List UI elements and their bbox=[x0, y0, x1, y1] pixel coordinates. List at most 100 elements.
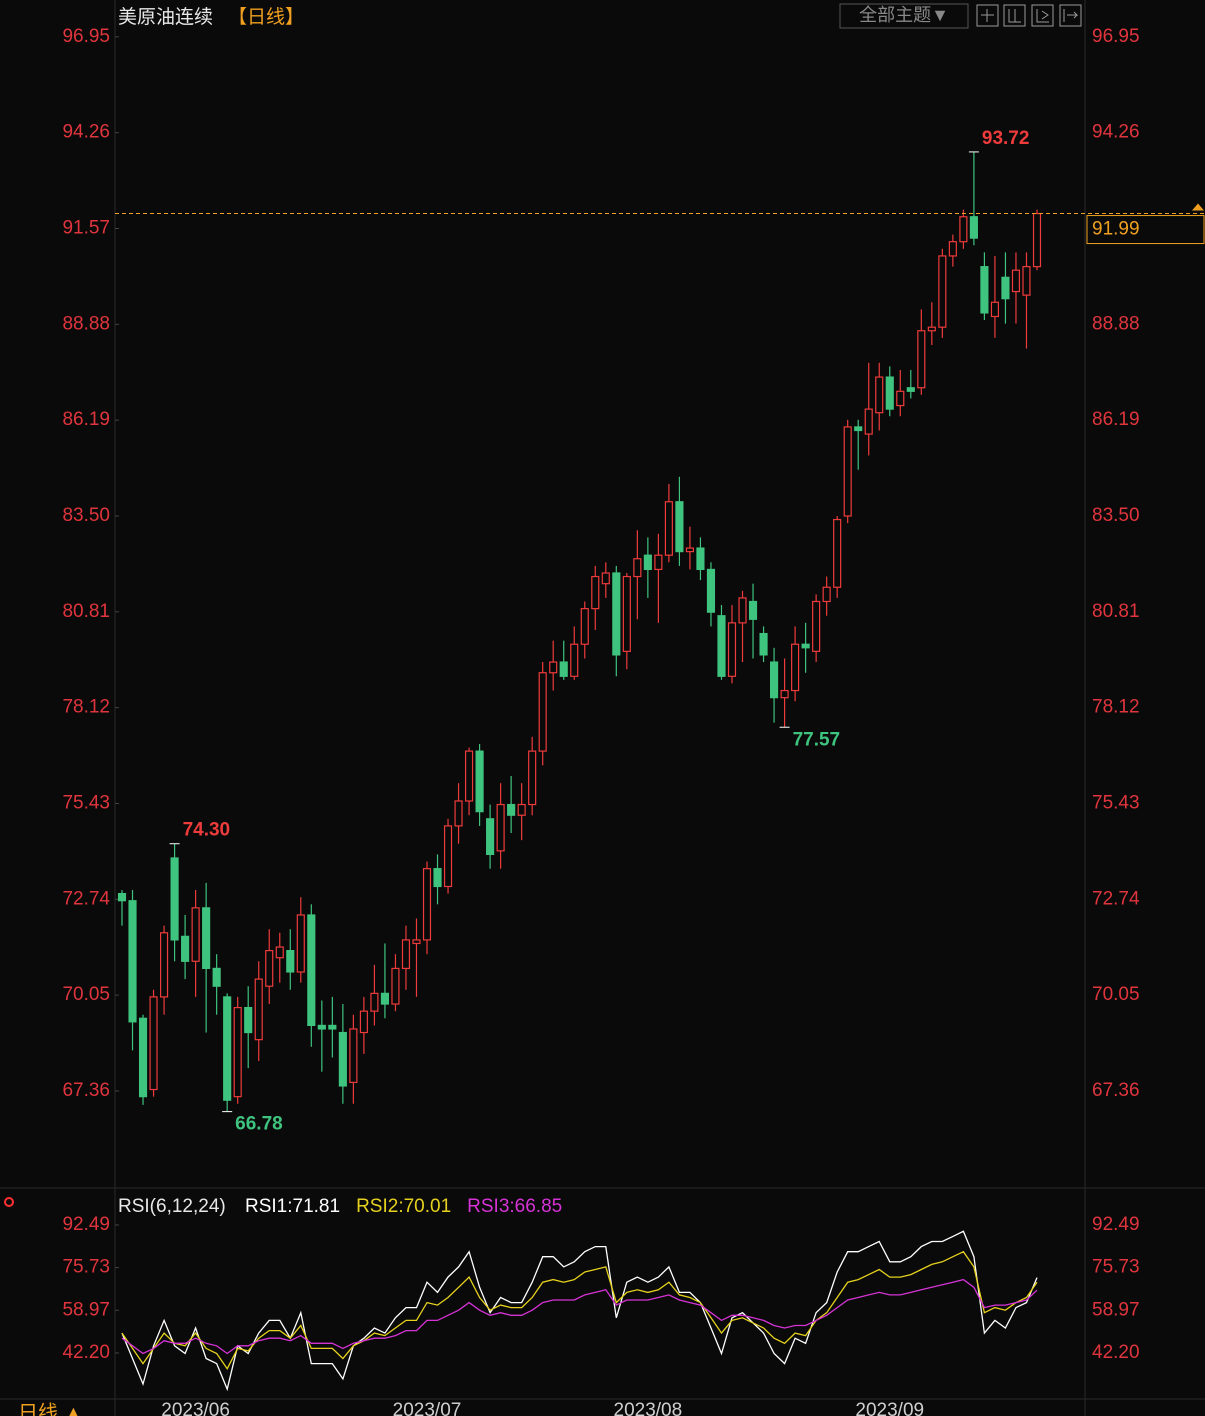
candle-body bbox=[117, 892, 127, 902]
candle-body bbox=[948, 241, 957, 257]
candle-body bbox=[748, 600, 758, 620]
candle-body bbox=[759, 632, 768, 656]
y-tick-label: 92.49 bbox=[62, 1214, 110, 1235]
candle-body bbox=[654, 554, 663, 571]
legend-entry: RSI3:66.85 bbox=[467, 1196, 562, 1217]
candle-body bbox=[475, 750, 484, 813]
candle-body bbox=[612, 572, 621, 656]
candle-body bbox=[370, 992, 379, 1012]
candle-body bbox=[927, 326, 936, 332]
candle-body bbox=[990, 301, 1000, 318]
candle-body bbox=[969, 216, 978, 239]
y-tick-label: 83.50 bbox=[62, 505, 110, 526]
candle-body bbox=[486, 818, 495, 856]
candle-body bbox=[696, 547, 705, 571]
candle-body bbox=[559, 661, 568, 677]
candle-body bbox=[591, 575, 600, 610]
candle-body bbox=[1001, 276, 1010, 300]
candle-body bbox=[464, 750, 474, 802]
candle-body bbox=[517, 803, 526, 816]
candle-body bbox=[212, 967, 221, 987]
candle-body bbox=[391, 967, 400, 1005]
candle-body bbox=[349, 1028, 358, 1084]
candle-body bbox=[833, 518, 842, 588]
y-tick-label: 42.20 bbox=[62, 1342, 110, 1363]
candle-body bbox=[244, 1006, 253, 1034]
candle-body bbox=[706, 568, 716, 613]
candle-body bbox=[822, 586, 831, 603]
y-tick-label-right: 70.05 bbox=[1092, 984, 1140, 1005]
y-tick-label: 96.95 bbox=[62, 26, 110, 47]
candle-body bbox=[412, 939, 421, 945]
candle-body bbox=[338, 1031, 347, 1087]
candle-body bbox=[128, 900, 137, 1023]
extreme-label: 74.30 bbox=[183, 820, 231, 841]
candle-body bbox=[538, 672, 547, 752]
candle-body bbox=[307, 914, 316, 1027]
candle-body bbox=[717, 615, 726, 677]
candle-body bbox=[580, 608, 589, 645]
extreme-label: 93.72 bbox=[982, 128, 1030, 149]
candle-body bbox=[1011, 269, 1021, 293]
candle-body bbox=[1022, 266, 1031, 296]
y-tick-label: 91.57 bbox=[62, 218, 110, 239]
candle-body bbox=[496, 803, 505, 852]
y-tick-label: 88.88 bbox=[62, 313, 110, 334]
candle-body bbox=[202, 907, 211, 970]
y-tick-label-right: 42.20 bbox=[1092, 1342, 1140, 1363]
candle-body bbox=[906, 387, 915, 392]
candle-body bbox=[507, 803, 516, 816]
theme-button[interactable] bbox=[839, 3, 969, 29]
y-tick-label-right: 96.95 bbox=[1092, 26, 1140, 47]
y-tick-label-right: 86.19 bbox=[1092, 409, 1140, 430]
candle-body bbox=[622, 575, 631, 652]
candle-body bbox=[401, 939, 411, 970]
candle-body bbox=[791, 643, 800, 692]
period-label: 【日线】 bbox=[228, 6, 304, 28]
candle-body bbox=[601, 572, 610, 585]
candle-body bbox=[843, 426, 852, 517]
candle-body bbox=[1032, 212, 1042, 268]
candle-body bbox=[885, 376, 894, 410]
y-tick-label-right: 75.73 bbox=[1092, 1257, 1140, 1278]
candle-body bbox=[675, 501, 684, 553]
candle-body bbox=[149, 996, 158, 1091]
candle-body bbox=[664, 501, 673, 556]
candle-body bbox=[454, 800, 463, 827]
y-tick-label: 78.12 bbox=[62, 697, 110, 718]
candle-body bbox=[254, 978, 263, 1041]
candle-body bbox=[223, 996, 232, 1101]
candle-body bbox=[359, 1010, 368, 1034]
candle-body bbox=[633, 558, 642, 578]
candle-body bbox=[317, 1024, 326, 1030]
toolbar-icons[interactable] bbox=[976, 4, 1082, 27]
candle-body bbox=[170, 857, 179, 941]
period-tab[interactable]: 日线 ▲ bbox=[18, 1401, 83, 1416]
candle-body bbox=[433, 868, 442, 888]
last-price-label: 91.99 bbox=[1092, 219, 1140, 240]
y-tick-label: 75.43 bbox=[62, 792, 110, 813]
candle-body bbox=[938, 255, 947, 328]
candle-body bbox=[643, 554, 652, 571]
y-tick-label: 86.19 bbox=[62, 409, 110, 430]
y-tick-label-right: 83.50 bbox=[1092, 505, 1140, 526]
y-tick-label-right: 78.12 bbox=[1092, 697, 1140, 718]
y-tick-label: 72.74 bbox=[62, 888, 110, 909]
legend-entry: RSI2:70.01 bbox=[356, 1196, 451, 1217]
candle-body bbox=[854, 426, 863, 432]
rsi-line bbox=[121, 1250, 1038, 1370]
candle-body bbox=[286, 949, 295, 973]
candle-body bbox=[780, 689, 789, 699]
candle-body bbox=[727, 622, 737, 677]
y-tick-label-right: 80.81 bbox=[1092, 601, 1140, 622]
candle-body bbox=[181, 935, 190, 962]
x-tick-label: 2023/09 bbox=[855, 1400, 924, 1416]
candle-body bbox=[980, 266, 989, 314]
y-tick-label-right: 92.49 bbox=[1092, 1214, 1140, 1235]
y-tick-label: 67.36 bbox=[62, 1080, 110, 1101]
indicator-title: RSI(6,12,24) bbox=[118, 1196, 226, 1217]
candle-body bbox=[443, 825, 453, 888]
candle-body bbox=[738, 597, 747, 624]
theme-button-label[interactable]: 全部主题▼ bbox=[859, 5, 949, 25]
